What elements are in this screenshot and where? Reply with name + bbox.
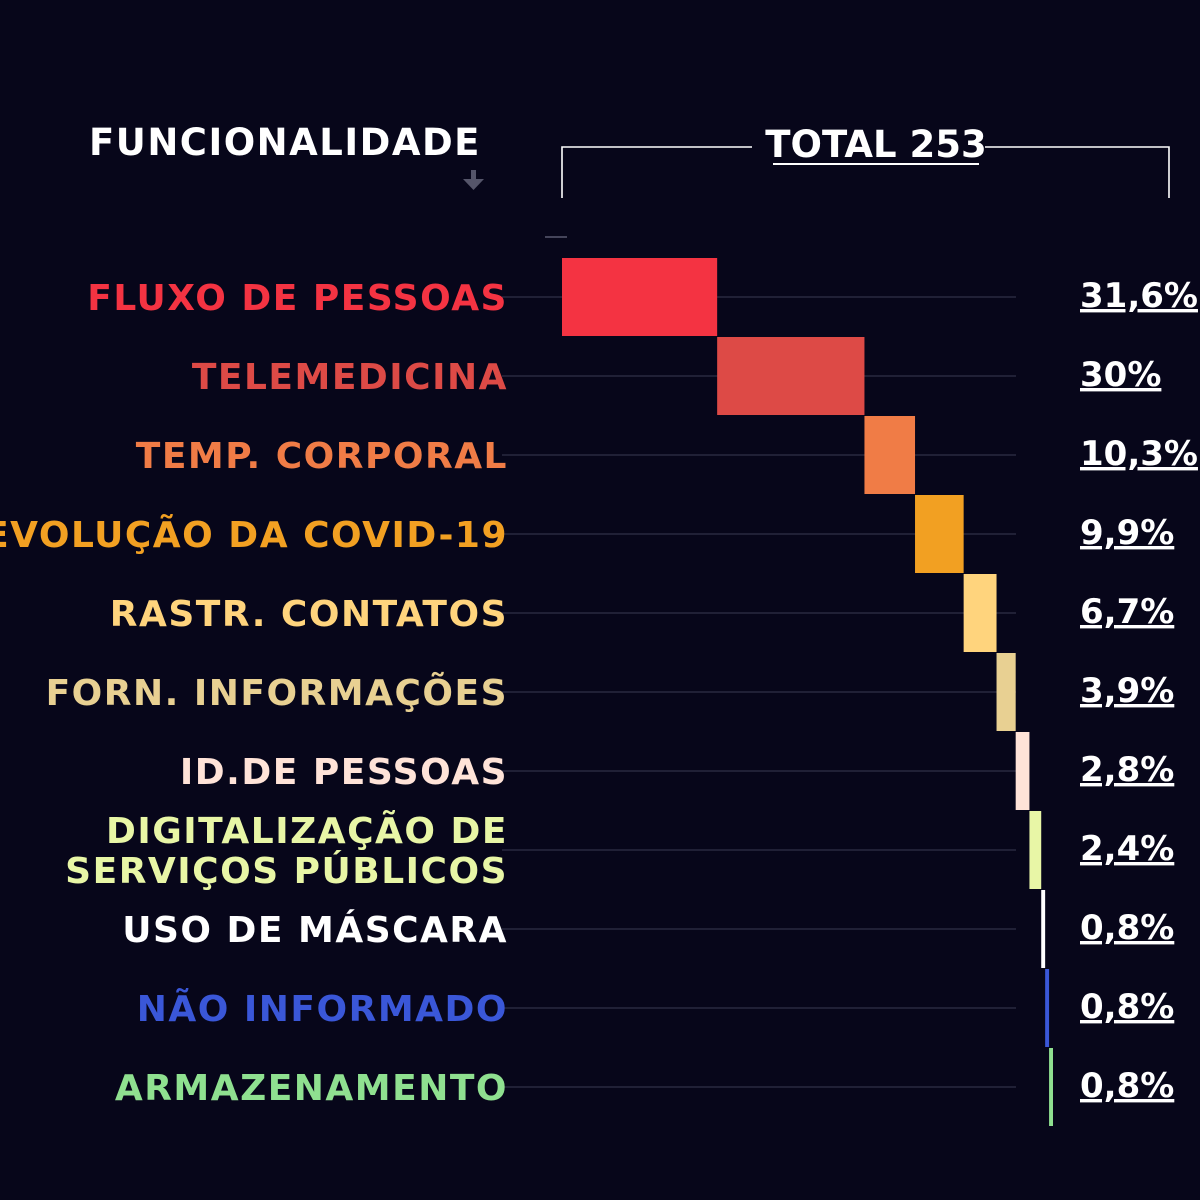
value-label-temp-corporal: 10,3%: [1080, 434, 1198, 474]
column-title-funcionalidade: FUNCIONALIDADE: [89, 121, 481, 164]
category-label-rastr-contatos: RASTR. CONTATOS: [110, 594, 508, 635]
value-label-rastr-contatos: 6,7%: [1080, 592, 1174, 632]
category-label-telemedicina: TELEMEDICINA: [192, 357, 508, 398]
value-label-id-de-pessoas: 2,8%: [1080, 750, 1174, 790]
bar-uso-de-mascara: [1041, 890, 1046, 968]
category-label-uso-de-mascara: USO DE MÁSCARA: [122, 909, 508, 951]
bar-forn-informacoes: [996, 653, 1016, 731]
value-label-digitalizacao-de-servicos-publicos: 2,4%: [1080, 829, 1174, 869]
bar-id-de-pessoas: [1015, 732, 1030, 810]
total-label: TOTAL 253: [765, 123, 986, 166]
category-label-id-de-pessoas: ID.DE PESSOAS: [180, 752, 508, 793]
bar-armazenamento: [1049, 1048, 1053, 1126]
bar-rastr-contatos: [963, 574, 997, 652]
value-label-forn-informacoes: 3,9%: [1080, 671, 1174, 711]
sort-down-arrow-icon: [463, 170, 484, 190]
value-label-fluxo-de-pessoas: 31,6%: [1080, 276, 1198, 316]
category-label-forn-informacoes: FORN. INFORMAÇÕES: [46, 672, 508, 714]
value-label-nao-informado: 0,8%: [1080, 987, 1174, 1027]
category-label-temp-corporal: TEMP. CORPORAL: [136, 436, 508, 477]
value-label-evolucao-da-covid-19: 9,9%: [1080, 513, 1174, 553]
bar-evolucao-da-covid-19: [915, 495, 964, 573]
value-label-telemedicina: 30%: [1080, 355, 1161, 395]
value-label-armazenamento: 0,8%: [1080, 1066, 1174, 1106]
category-label-armazenamento: ARMAZENAMENTO: [115, 1068, 508, 1109]
bar-temp-corporal: [864, 416, 916, 494]
bar-fluxo-de-pessoas: [562, 258, 718, 336]
category-label-nao-informado: NÃO INFORMADO: [137, 988, 508, 1030]
category-label-fluxo-de-pessoas: FLUXO DE PESSOAS: [87, 278, 508, 319]
total-bracket: [561, 146, 1170, 198]
category-label-digitalizacao-de-servicos-publicos: DIGITALIZAÇÃO DE SERVIÇOS PÚBLICOS: [65, 810, 508, 892]
category-label-evolucao-da-covid-19: EVOLUÇÃO DA COVID-19: [0, 514, 508, 556]
bar-nao-informado: [1045, 969, 1050, 1047]
bar-digitalizacao-de-servicos-publicos: [1029, 811, 1042, 889]
bar-telemedicina: [717, 337, 865, 415]
value-label-uso-de-mascara: 0,8%: [1080, 908, 1174, 948]
